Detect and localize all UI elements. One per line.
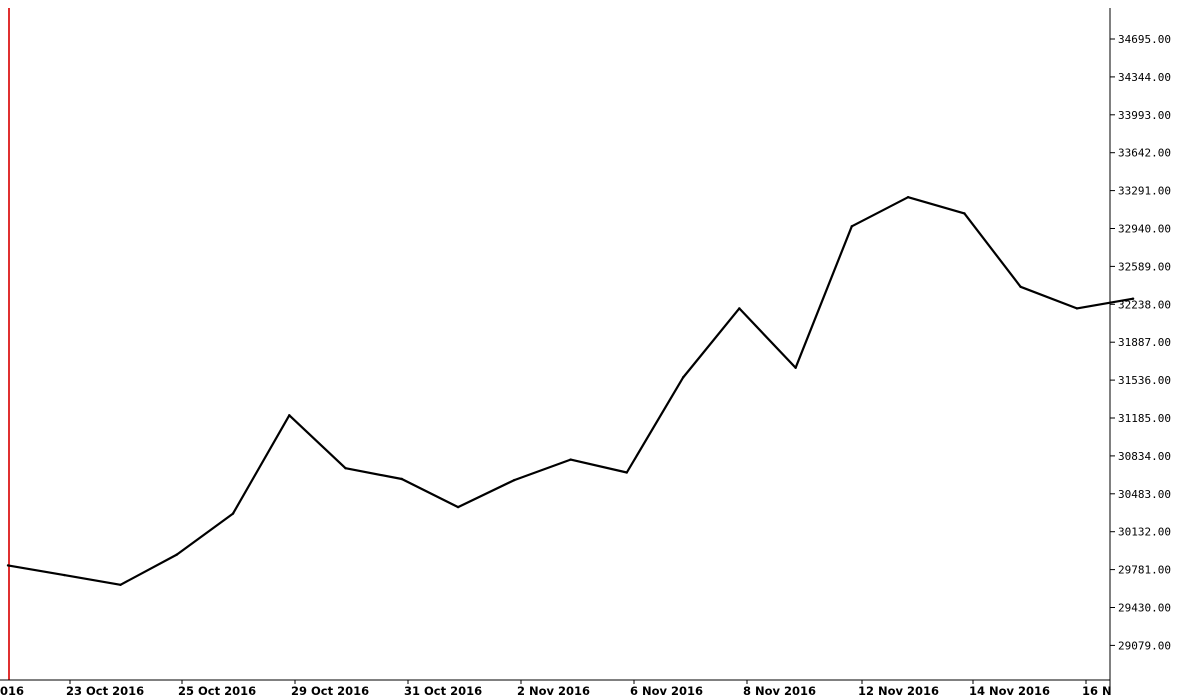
y-tick-label: 33993.00 bbox=[1118, 109, 1171, 122]
x-tick-label: 2 Nov 2016 bbox=[517, 684, 590, 697]
y-tick-label: 29079.00 bbox=[1118, 639, 1171, 652]
x-tick-label: 2016 bbox=[0, 684, 24, 697]
data-point bbox=[513, 478, 516, 482]
y-tick-label: 32238.00 bbox=[1118, 298, 1171, 311]
x-tick-label: 8 Nov 2016 bbox=[743, 684, 816, 697]
x-tick-label: 25 Oct 2016 bbox=[178, 684, 256, 697]
y-tick-label: 31887.00 bbox=[1118, 336, 1171, 349]
y-tick-label: 34695.00 bbox=[1118, 33, 1171, 46]
x-tick-label: 31 Oct 2016 bbox=[404, 684, 482, 697]
y-tick-label: 30483.00 bbox=[1118, 488, 1171, 501]
y-tick-label: 29430.00 bbox=[1118, 602, 1171, 615]
data-point bbox=[344, 467, 347, 470]
data-point bbox=[906, 196, 910, 199]
data-point bbox=[1075, 307, 1079, 310]
y-tick-label: 33291.00 bbox=[1118, 185, 1171, 198]
y-tick-label: 33642.00 bbox=[1118, 147, 1171, 160]
data-point bbox=[119, 583, 122, 586]
data-point bbox=[794, 366, 797, 369]
data-point bbox=[6, 564, 10, 567]
x-tick-label: 12 Nov 2016 bbox=[858, 684, 939, 697]
x-axis-ticks: 2016 23 Oct 2016 25 Oct 2016 29 Oct 2016 31 … bbox=[0, 680, 1112, 697]
y-tick-label: 30132.00 bbox=[1118, 526, 1171, 539]
data-point bbox=[1019, 285, 1022, 288]
data-point bbox=[850, 225, 853, 228]
data-point bbox=[400, 477, 403, 481]
data-point bbox=[681, 376, 685, 379]
y-tick-label: 32940.00 bbox=[1118, 223, 1171, 236]
x-tick-label: 29 Oct 2016 bbox=[291, 684, 369, 697]
x-tick-label: 16 N bbox=[1082, 684, 1112, 697]
y-tick-label: 31536.00 bbox=[1118, 374, 1171, 387]
data-point bbox=[738, 307, 741, 310]
y-tick-label: 30834.00 bbox=[1118, 450, 1171, 463]
data-point bbox=[456, 505, 460, 509]
y-axis-ticks: 34695.00 34344.00 33993.00 33642.00 33291.00… bbox=[1110, 33, 1171, 652]
y-tick-label: 32589.00 bbox=[1118, 260, 1171, 273]
data-point bbox=[1131, 297, 1135, 300]
data-point bbox=[175, 553, 178, 556]
x-tick-label: 6 Nov 2016 bbox=[630, 684, 703, 697]
y-tick-label: 29781.00 bbox=[1118, 564, 1171, 577]
data-point bbox=[569, 458, 572, 461]
data-point bbox=[625, 471, 628, 474]
y-tick-label: 31185.00 bbox=[1118, 412, 1171, 425]
y-tick-label: 34344.00 bbox=[1118, 71, 1171, 84]
data-point bbox=[231, 512, 235, 515]
data-point bbox=[963, 212, 966, 215]
series-points bbox=[6, 196, 1135, 586]
data-point bbox=[63, 573, 66, 577]
x-tick-label: 14 Nov 2016 bbox=[969, 684, 1050, 697]
x-tick-label: 23 Oct 2016 bbox=[66, 684, 144, 697]
data-point bbox=[288, 414, 291, 417]
